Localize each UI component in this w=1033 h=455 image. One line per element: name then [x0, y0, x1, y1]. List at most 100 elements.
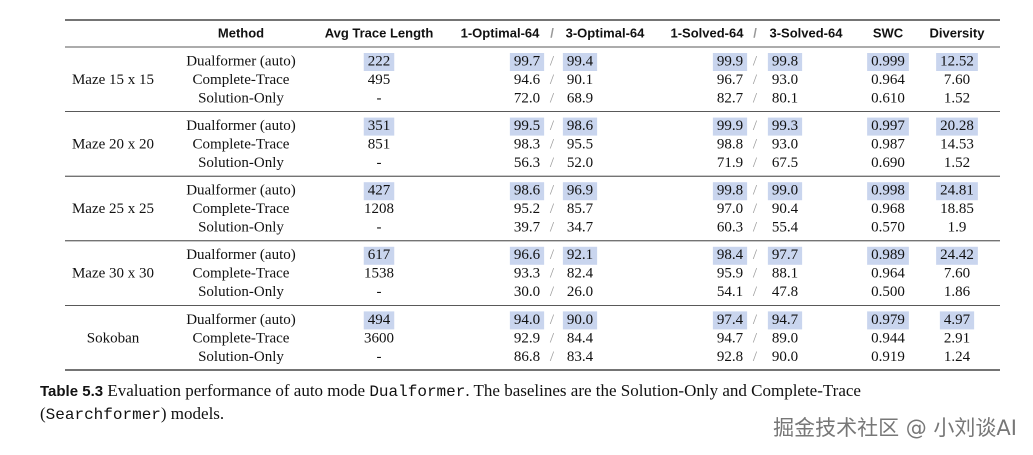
cell: 98.6 [514, 183, 541, 199]
cell: 47.8 [772, 284, 798, 300]
highlight [509, 246, 545, 265]
cell: 71.9 [717, 155, 743, 171]
highlight [712, 117, 748, 136]
method: Dualformer (auto) [186, 118, 296, 134]
slash: / [550, 312, 555, 328]
column-header: 3-Solved-64 [770, 25, 844, 40]
cell: 99.9 [717, 118, 743, 134]
cell: 72.0 [514, 90, 540, 106]
method: Complete-Trace [193, 330, 290, 346]
highlight [509, 182, 545, 201]
highlight [767, 53, 803, 71]
cell: 1.52 [944, 155, 970, 171]
cell: 3600 [364, 330, 394, 346]
cell: 0.964 [871, 266, 905, 282]
cell: 82.4 [567, 266, 594, 282]
cell: 55.4 [772, 220, 799, 236]
highlight [509, 53, 545, 71]
cell: 39.7 [514, 220, 541, 236]
cell: 7.60 [944, 72, 970, 88]
slash: / [550, 118, 555, 134]
highlight [712, 182, 748, 201]
cell: 7.60 [944, 266, 970, 282]
cell: 95.2 [514, 201, 540, 217]
cell: 88.1 [772, 266, 798, 282]
method: Solution-Only [198, 284, 284, 300]
cell: 1.52 [944, 90, 970, 106]
slash: / [550, 247, 555, 263]
cell: 0.987 [871, 137, 905, 153]
cell: 98.3 [514, 137, 540, 153]
cell: 93.0 [772, 137, 798, 153]
slash: / [753, 72, 758, 88]
highlight [867, 246, 909, 265]
cell: 90.4 [772, 201, 799, 217]
cell: 494 [368, 312, 391, 328]
cell: 99.7 [514, 53, 541, 69]
cell: 99.5 [514, 118, 540, 134]
cell: 89.0 [772, 330, 798, 346]
cell: 495 [368, 72, 391, 88]
slash: / [550, 349, 555, 365]
cell: 99.8 [717, 183, 743, 199]
method: Complete-Trace [193, 201, 290, 217]
method: Complete-Trace [193, 72, 290, 88]
cell: 351 [368, 118, 391, 134]
cell: 98.6 [567, 118, 594, 134]
group-name: Maze 20 x 20 [72, 137, 154, 153]
group-name: Maze 30 x 30 [72, 266, 154, 282]
highlight [867, 117, 909, 136]
cell: - [377, 284, 382, 300]
highlight [767, 182, 803, 201]
cell: 94.7 [772, 312, 799, 328]
slash: / [753, 247, 758, 263]
cell: 97.7 [772, 247, 799, 263]
cell: 1.9 [948, 220, 967, 236]
highlight [712, 246, 748, 265]
slash: / [550, 183, 555, 199]
highlight [562, 311, 598, 330]
cell: 98.8 [717, 137, 743, 153]
caption-text: . The baselines are the Solution-Only an… [465, 381, 861, 400]
cell: 0.998 [871, 183, 905, 199]
cell: 94.6 [514, 72, 541, 88]
cell: 82.7 [717, 90, 744, 106]
cell: 84.4 [567, 330, 594, 346]
highlight [509, 117, 545, 136]
slash: / [753, 118, 758, 134]
cell: 851 [368, 137, 391, 153]
cell: 2.91 [944, 330, 970, 346]
highlight [712, 311, 748, 330]
cell: 96.9 [567, 183, 593, 199]
method: Dualformer (auto) [186, 312, 296, 328]
highlight [867, 311, 909, 330]
caption-text: Evaluation performance of auto mode [103, 381, 370, 400]
column-header: Diversity [930, 25, 986, 40]
slash: / [550, 72, 555, 88]
cell: 0.968 [871, 201, 905, 217]
highlight [767, 117, 803, 136]
highlight [562, 182, 598, 201]
cell: - [377, 155, 382, 171]
slash: / [753, 312, 758, 328]
cell: 18.85 [940, 201, 974, 217]
slash: / [753, 284, 758, 300]
cell: 96.6 [514, 247, 541, 263]
cell: 427 [368, 183, 391, 199]
cell: - [377, 220, 382, 236]
group-name: Maze 25 x 25 [72, 201, 154, 217]
cell: 0.989 [871, 247, 905, 263]
cell: 0.500 [871, 284, 905, 300]
slash: / [753, 330, 758, 346]
cell: 97.0 [717, 201, 743, 217]
slash: / [753, 201, 758, 217]
cell: 97.4 [717, 312, 744, 328]
cell: 98.4 [717, 247, 744, 263]
cell: 1538 [364, 266, 394, 282]
slash: / [550, 266, 555, 282]
cell: 85.7 [567, 201, 594, 217]
cell: 56.3 [514, 155, 540, 171]
table: / / Method Avg Trace Length 1-Optimal-64 3-… [65, 19, 1000, 371]
caption-model: Dualformer [369, 383, 466, 401]
cell: 95.5 [567, 137, 593, 153]
